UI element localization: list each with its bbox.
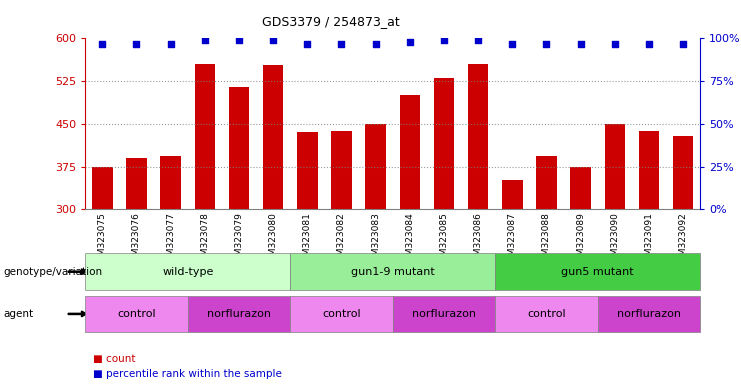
Bar xyxy=(639,131,659,209)
Point xyxy=(199,37,210,43)
Point xyxy=(165,40,176,46)
Point xyxy=(677,40,689,46)
Point xyxy=(404,39,416,45)
Bar xyxy=(195,64,215,209)
Point xyxy=(370,40,382,46)
Text: norflurazon: norflurazon xyxy=(412,309,476,319)
Point xyxy=(472,37,484,43)
Bar xyxy=(160,156,181,209)
Text: control: control xyxy=(322,309,361,319)
Bar xyxy=(468,64,488,209)
Point xyxy=(540,40,552,46)
Bar xyxy=(92,167,113,209)
Bar xyxy=(297,132,318,209)
Point xyxy=(575,40,587,46)
Bar xyxy=(399,95,420,209)
Bar xyxy=(502,180,522,209)
Text: wild-type: wild-type xyxy=(162,266,213,277)
Point xyxy=(438,37,450,43)
Text: control: control xyxy=(527,309,566,319)
Point xyxy=(609,40,621,46)
Point xyxy=(268,37,279,43)
Bar xyxy=(673,136,694,209)
Text: norflurazon: norflurazon xyxy=(207,309,271,319)
Text: GDS3379 / 254873_at: GDS3379 / 254873_at xyxy=(262,15,400,28)
Bar xyxy=(331,131,352,209)
Point xyxy=(96,40,108,46)
Text: gun1-9 mutant: gun1-9 mutant xyxy=(350,266,435,277)
Bar xyxy=(126,158,147,209)
Text: control: control xyxy=(117,309,156,319)
Point xyxy=(302,40,313,46)
Bar xyxy=(571,167,591,209)
Point xyxy=(130,40,142,46)
Point xyxy=(336,40,348,46)
Bar xyxy=(605,124,625,209)
Text: gun5 mutant: gun5 mutant xyxy=(562,266,634,277)
Bar xyxy=(365,124,386,209)
Point xyxy=(643,40,655,46)
Text: ■ percentile rank within the sample: ■ percentile rank within the sample xyxy=(93,369,282,379)
Text: genotype/variation: genotype/variation xyxy=(4,266,103,277)
Point xyxy=(506,40,518,46)
Text: agent: agent xyxy=(4,309,34,319)
Bar xyxy=(263,65,283,209)
Text: norflurazon: norflurazon xyxy=(617,309,681,319)
Bar xyxy=(433,78,454,209)
Bar xyxy=(229,87,249,209)
Bar xyxy=(536,156,556,209)
Text: ■ count: ■ count xyxy=(93,354,135,364)
Point xyxy=(233,37,245,43)
